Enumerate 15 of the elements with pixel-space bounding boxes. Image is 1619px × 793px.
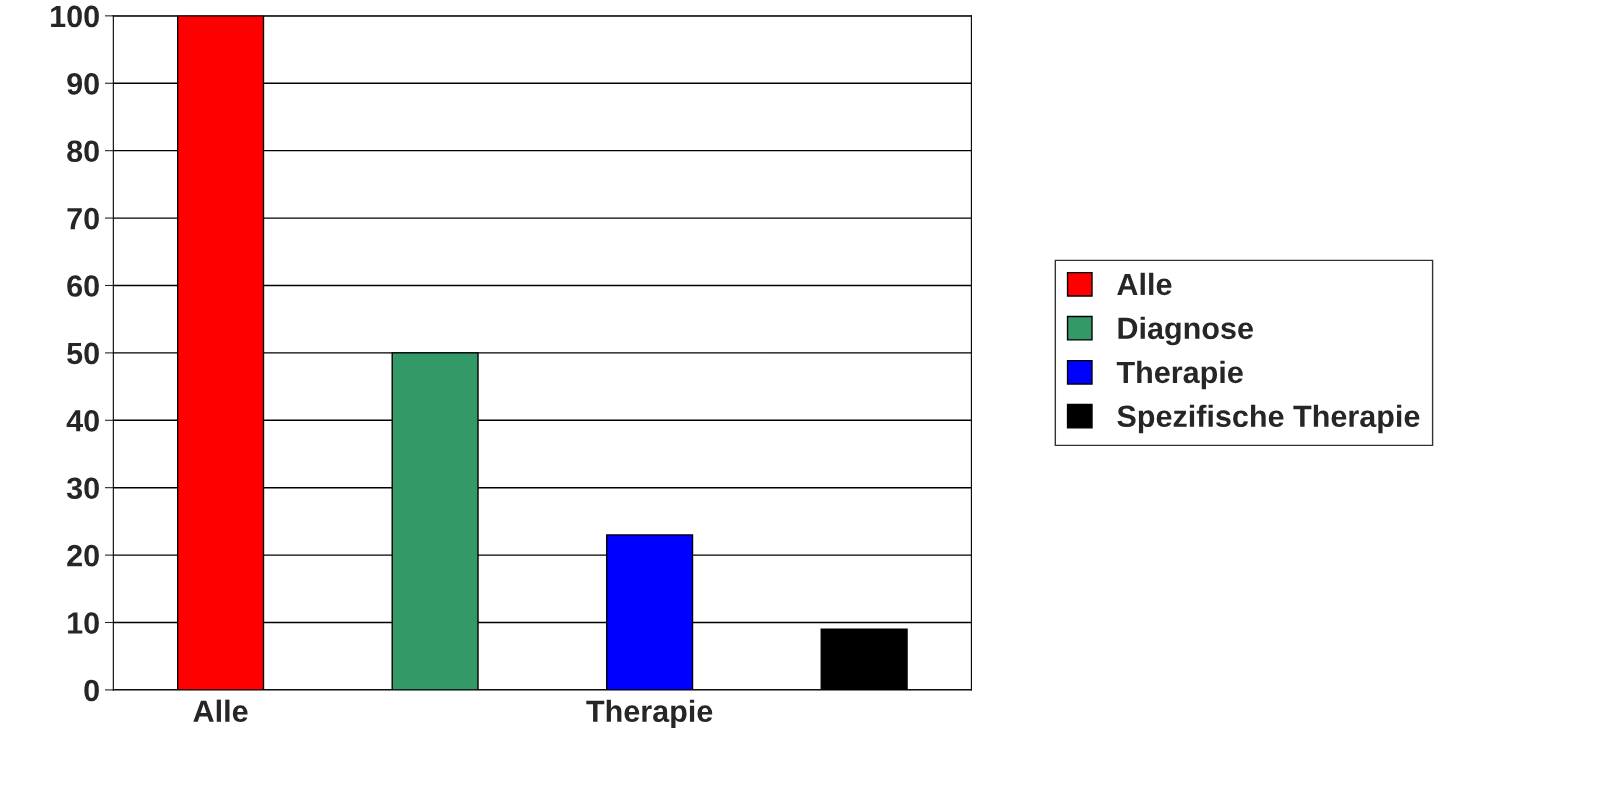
y-tick-label: 0: [84, 679, 99, 702]
y-tick-label: 60: [67, 275, 99, 297]
y-tick-label: 10: [68, 612, 99, 634]
y-tick-label: 80: [67, 140, 99, 163]
y-tick-label: 70: [67, 207, 99, 230]
y-tick-label: 20: [67, 544, 99, 567]
y-tick-label: 40: [66, 410, 99, 432]
legend-label: Diagnose: [1118, 316, 1253, 346]
legend-label: Alle: [1117, 272, 1172, 296]
y-tick-label: 50: [67, 342, 99, 365]
legend-label: Therapie: [1116, 360, 1243, 390]
y-tick-label: 100: [51, 5, 99, 28]
y-tick-label: 90: [67, 73, 99, 95]
legend-label: Spezifische Therapie: [1117, 404, 1420, 434]
y-tick-label: 30: [66, 477, 99, 500]
